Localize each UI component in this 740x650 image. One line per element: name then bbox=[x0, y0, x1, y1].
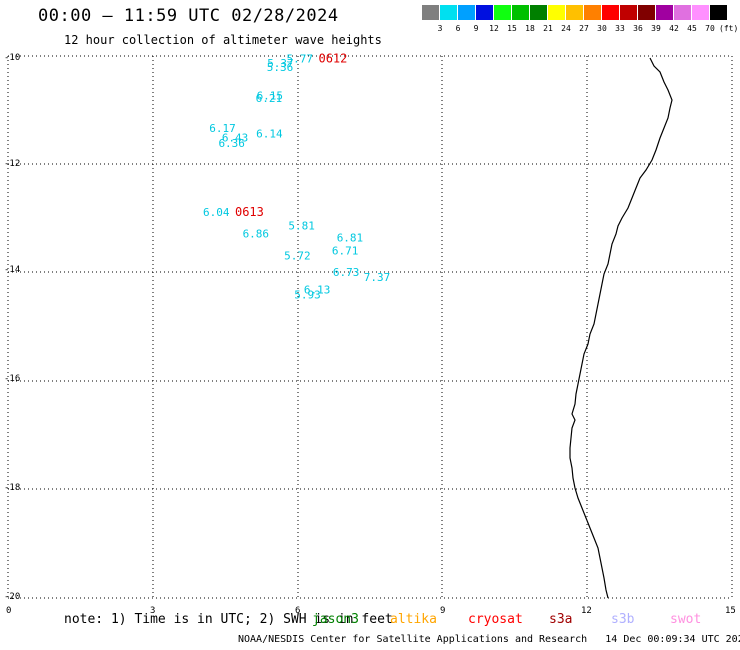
axis-labels: 0 3 6 9 12 15 -10 -12 -14 -16 -18 -20 bbox=[4, 53, 736, 616]
wave-height-label: 6.21 bbox=[256, 92, 283, 105]
altimeter-tracks: 5.775.375.36 6.156.21 6.17 6.14 6.436.36 0612… bbox=[203, 52, 390, 302]
colorbar-label: 3 bbox=[437, 24, 443, 33]
colorbar-swatch bbox=[530, 5, 547, 20]
wave-height-label: 5.77 bbox=[286, 53, 313, 66]
colorbar-label: 42 bbox=[669, 24, 679, 33]
y-tick-label: -20 bbox=[4, 592, 20, 602]
x-tick-label: 3 bbox=[150, 606, 155, 616]
colorbar-label: 21 bbox=[543, 24, 553, 33]
wave-height-label: 6.14 bbox=[256, 127, 283, 140]
coastline bbox=[569, 57, 673, 599]
colorbar-swatch bbox=[620, 5, 637, 20]
track-time-label: 0612 bbox=[318, 52, 347, 66]
wave-height-label: 6.15 bbox=[257, 89, 284, 102]
colorbar-swatch bbox=[476, 5, 493, 20]
legend-jason3: jason3 bbox=[312, 612, 359, 627]
colorbar-label: 33 bbox=[615, 24, 625, 33]
colorbar-swatch bbox=[512, 5, 529, 20]
colorbar-label: 15 bbox=[507, 24, 517, 33]
colorbar-label: 18 bbox=[525, 24, 535, 33]
colorbar-swatch bbox=[422, 5, 439, 20]
colorbar-swatch bbox=[584, 5, 601, 20]
map-grid bbox=[7, 55, 733, 599]
wave-height-label: 6.36 bbox=[218, 137, 245, 150]
colorbar-label: 6 bbox=[455, 24, 461, 33]
y-tick-label: -10 bbox=[4, 53, 20, 63]
wave-height-label: 5.93 bbox=[294, 288, 321, 301]
y-tick-label: -14 bbox=[4, 265, 20, 275]
wave-height-label: 6.81 bbox=[337, 231, 364, 244]
colorbar-label: 9 bbox=[473, 24, 479, 33]
colorbar-label: 36 bbox=[633, 24, 643, 33]
wave-height-label: 5.81 bbox=[288, 219, 315, 232]
colorbar-swatch bbox=[674, 5, 691, 20]
colorbar-label: 27 bbox=[579, 24, 589, 33]
colorbar-swatch bbox=[602, 5, 619, 20]
wave-height-label: 6.13 bbox=[304, 283, 331, 296]
colorbar-swatch bbox=[548, 5, 565, 20]
wave-height-label: 6.71 bbox=[332, 244, 359, 257]
legend-s3b: s3b bbox=[611, 612, 635, 627]
track-time-label: 0613 bbox=[235, 205, 264, 219]
wave-height-label: 6.17 bbox=[209, 122, 236, 135]
colorbar-label: 12 bbox=[489, 24, 499, 33]
colorbar-label: 70 bbox=[705, 24, 715, 33]
credit-line: NOAA/NESDIS Center for Satellite Applica… bbox=[238, 634, 740, 645]
map-subtitle: 12 hour collection of altimeter wave hei… bbox=[64, 33, 382, 47]
x-tick-label: 0 bbox=[6, 606, 11, 616]
colorbar-swatch bbox=[494, 5, 511, 20]
legend-cryosat: cryosat bbox=[468, 612, 523, 627]
colorbar-swatch bbox=[656, 5, 673, 20]
wave-height-label: 7.37 bbox=[364, 271, 391, 284]
map-title: 00:00 — 11:59 UTC 02/28/2024 bbox=[38, 6, 339, 26]
wave-height-label: 6.86 bbox=[243, 228, 269, 241]
footer-note: note: 1) Time is in UTC; 2) SWH is in fe… bbox=[64, 612, 393, 627]
colorbar-swatch bbox=[458, 5, 475, 20]
wave-height-label: 6.04 bbox=[203, 206, 230, 219]
legend-s3a: s3a bbox=[549, 612, 573, 627]
colorbar-label: 24 bbox=[561, 24, 571, 33]
x-tick-label: 15 bbox=[725, 606, 736, 616]
y-tick-label: -16 bbox=[4, 374, 20, 384]
colorbar-swatch bbox=[638, 5, 655, 20]
wave-height-label: 5.72 bbox=[284, 249, 311, 262]
colorbar-label: (ft) bbox=[719, 24, 739, 33]
x-tick-label: 6 bbox=[295, 606, 300, 616]
colorbar-swatch bbox=[710, 5, 727, 20]
colorbar-label: 39 bbox=[651, 24, 661, 33]
colorbar-swatch bbox=[566, 5, 583, 20]
y-tick-label: -12 bbox=[4, 159, 20, 169]
wave-height-label: 6.73 bbox=[333, 266, 360, 279]
colorbar-swatch bbox=[692, 5, 709, 20]
x-tick-label: 9 bbox=[440, 606, 445, 616]
legend-swot: swot bbox=[670, 612, 702, 627]
y-tick-label: -18 bbox=[4, 483, 20, 493]
colorbar-label: 30 bbox=[597, 24, 607, 33]
x-tick-label: 12 bbox=[581, 606, 592, 616]
legend-altika: altika bbox=[390, 612, 437, 627]
wave-height-label: 5.36 bbox=[267, 61, 294, 74]
wave-height-label: 6.43 bbox=[222, 132, 249, 145]
wave-height-label: 5.37 bbox=[267, 57, 294, 70]
colorbar-swatch bbox=[440, 5, 457, 20]
colorbar-label: 45 bbox=[687, 24, 697, 33]
